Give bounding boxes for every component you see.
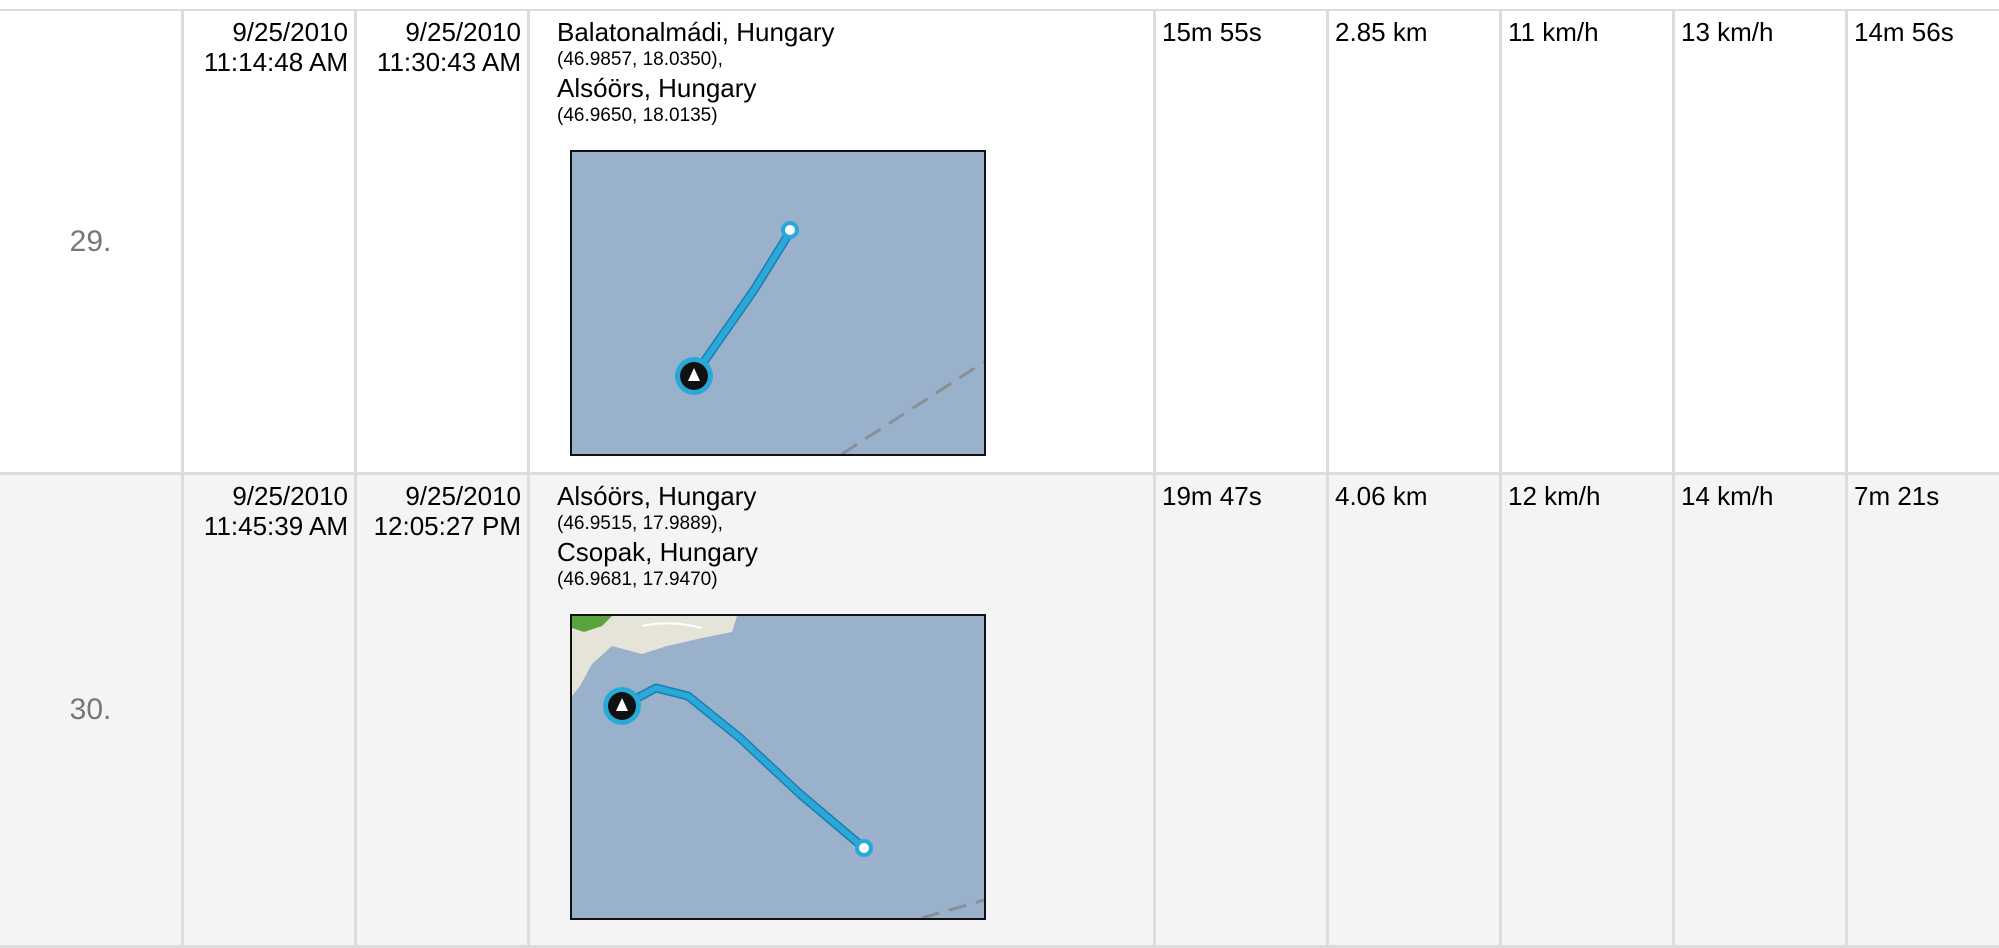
to-coords: (46.9650, 18.0135): [557, 105, 718, 126]
table-row: 29. 9/25/2010 11:14:48 AM 9/25/2010 11:3…: [0, 11, 1999, 475]
end-marker-icon: [781, 221, 799, 239]
end-marker-icon: [855, 839, 873, 857]
route-line: [619, 685, 867, 851]
distance-cell: 4.06 km: [1326, 475, 1499, 945]
max-speed-cell: 13 km/h: [1672, 11, 1845, 472]
last-cell: 14m 56s: [1845, 11, 1999, 472]
from-location: Balatonalmádi, Hungary: [557, 17, 835, 47]
to-location: Alsóörs, Hungary: [557, 73, 757, 103]
boundary-line: [841, 360, 984, 454]
avg-speed-cell: 12 km/h: [1499, 475, 1672, 945]
end-time-cell: 9/25/2010 11:30:43 AM: [354, 11, 527, 472]
route-map[interactable]: [570, 614, 986, 920]
start-date: 9/25/2010: [232, 481, 348, 511]
end-time-cell: 9/25/2010 12:05:27 PM: [354, 475, 527, 945]
start-time: 11:45:39 AM: [203, 511, 348, 541]
to-location: Csopak, Hungary: [557, 537, 758, 567]
avg-speed-cell: 11 km/h: [1499, 11, 1672, 472]
row-index: 30.: [69, 693, 112, 726]
from-coords: (46.9515, 17.9889),: [557, 513, 723, 534]
boundary-line: [921, 898, 984, 918]
to-coords: (46.9681, 17.9470): [557, 569, 718, 590]
location-cell: Balatonalmádi, Hungary (46.9857, 18.0350…: [527, 11, 1153, 472]
route-line: [691, 229, 793, 379]
route-map-graphic: [675, 221, 984, 454]
start-time-cell: 9/25/2010 11:14:48 AM: [181, 11, 354, 472]
from-location: Alsóörs, Hungary: [557, 481, 757, 511]
route-map-graphic: [572, 616, 984, 918]
start-marker-icon: [675, 357, 713, 395]
trips-table: 29. 9/25/2010 11:14:48 AM 9/25/2010 11:3…: [0, 9, 1999, 948]
route-map[interactable]: [570, 150, 986, 456]
end-time: 11:30:43 AM: [376, 47, 521, 77]
end-date: 9/25/2010: [405, 17, 521, 47]
start-time: 11:14:48 AM: [203, 47, 348, 77]
start-marker-icon: [603, 687, 641, 725]
duration-cell: 15m 55s: [1153, 11, 1326, 472]
shoreline-land: [572, 616, 737, 696]
road: [641, 622, 703, 629]
duration-cell: 19m 47s: [1153, 475, 1326, 945]
start-time-cell: 9/25/2010 11:45:39 AM: [181, 475, 354, 945]
max-speed-cell: 14 km/h: [1672, 475, 1845, 945]
end-time: 12:05:27 PM: [373, 511, 521, 541]
location-cell: Alsóörs, Hungary (46.9515, 17.9889), Cso…: [527, 475, 1153, 945]
route-outline: [617, 683, 869, 853]
table-row: 30. 9/25/2010 11:45:39 AM 9/25/2010 12:0…: [0, 475, 1999, 948]
row-index: 29.: [69, 224, 112, 258]
from-coords: (46.9857, 18.0350),: [557, 49, 723, 70]
end-date: 9/25/2010: [405, 481, 521, 511]
start-date: 9/25/2010: [232, 17, 348, 47]
distance-cell: 2.85 km: [1326, 11, 1499, 472]
last-cell: 7m 21s: [1845, 475, 1999, 945]
park-area: [572, 616, 612, 632]
